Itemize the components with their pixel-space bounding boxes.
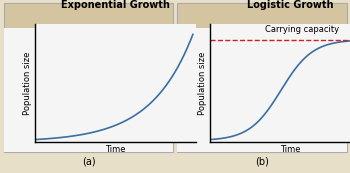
Text: Carrying capacity: Carrying capacity [265, 25, 340, 34]
Y-axis label: Population size: Population size [23, 51, 32, 115]
Text: Logistic Growth: Logistic Growth [247, 0, 334, 10]
X-axis label: Time: Time [105, 145, 126, 154]
Y-axis label: Population size: Population size [198, 51, 207, 115]
X-axis label: Time: Time [280, 145, 301, 154]
Text: (a): (a) [83, 156, 96, 166]
Text: (b): (b) [255, 156, 269, 166]
Text: Exponential Growth: Exponential Growth [61, 0, 170, 10]
